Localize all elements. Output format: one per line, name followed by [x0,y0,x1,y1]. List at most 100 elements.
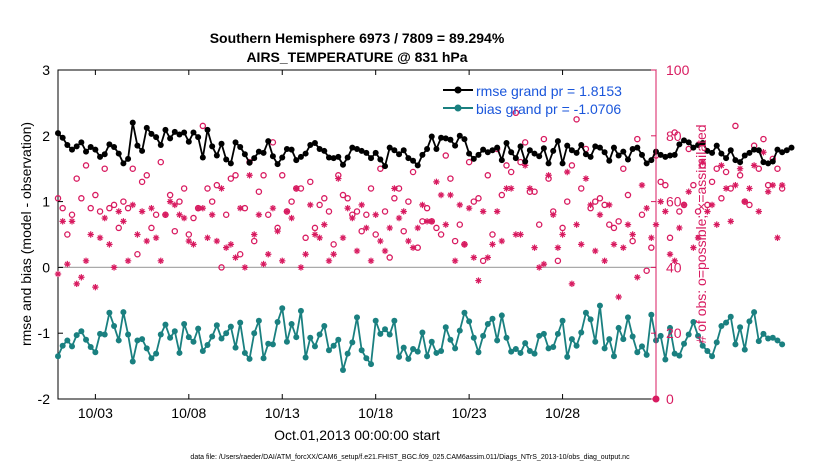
bias-point [255,317,262,324]
bias-point [391,317,398,324]
obs-possible-marker [722,168,730,176]
bias-point [760,330,767,337]
rmse-point [779,149,786,156]
obs-assimilated-marker [400,208,407,215]
bias-point [615,324,622,331]
rmse-point [438,134,445,141]
obs-assimilated-marker [87,231,94,238]
obs-possible-marker [96,208,104,215]
rmse-point [606,157,613,164]
obs-assimilated-marker [465,204,473,212]
rmse-point [363,149,370,156]
rmse-point [232,139,239,146]
rmse-point [624,156,631,163]
obs-assimilated-marker [671,257,678,265]
bias-point [129,358,136,365]
bias-point [568,336,575,343]
rmse-point [587,153,594,160]
obs-possible-marker [568,162,576,169]
bias-point [330,342,337,349]
bias-point [554,330,561,337]
obs-assimilated-marker [293,185,300,192]
obs-assimilated-marker [447,191,454,199]
bias-point [83,336,90,343]
rmse-point [709,149,716,156]
bias-point [269,341,276,348]
rmse-point [695,142,702,149]
rmse-point [297,153,304,160]
rmse-point [185,138,192,145]
obs-assimilated-marker [722,185,730,192]
bias-point [227,323,234,330]
rmse-point [335,153,342,160]
obs-possible-marker [82,162,90,169]
obs-assimilated-marker [662,208,669,215]
obs-possible-marker [208,198,216,205]
rmse-point [410,157,417,164]
obs-possible-marker [503,162,510,169]
bias-point [288,320,295,327]
obs-possible-marker [624,191,632,199]
rmse-point [358,147,365,154]
rmse-point [162,126,169,133]
obs-assimilated-marker [774,234,781,241]
obs-assimilated-marker [143,237,150,245]
bias-point [358,347,365,354]
rmse-point [428,133,435,140]
bias-point [751,309,758,316]
obs-possible-marker [101,165,108,172]
rmse-point [751,146,758,153]
bias-point [536,332,543,339]
obs-possible-marker [694,208,702,215]
bias-point [442,324,449,331]
rmse-point [125,155,132,162]
bias-point [737,324,744,331]
obs-assimilated-marker [428,218,435,225]
obs-assimilated-marker [199,204,207,212]
obs-possible-marker [236,250,244,258]
series-line-layer [55,119,795,374]
bias-point [727,313,734,320]
obs-possible-marker [78,195,85,202]
bias-point [606,336,613,343]
bias-point [218,335,225,342]
obs-assimilated-marker [134,231,141,238]
bias-point [667,324,674,331]
rmse-point [311,140,318,147]
obs-assimilated-marker [507,185,515,192]
y-left-tick-label: -2 [38,391,51,407]
rmse-point [699,140,706,147]
obs-possible-marker [232,172,239,179]
legend-bias-label: bias grand pr = -1.0706 [476,101,621,117]
rmse-point [241,151,248,158]
obs-assimilated-marker [311,231,319,238]
obs-possible-marker [479,257,487,265]
obs-possible-marker [451,237,459,245]
obs-possible-marker [166,191,174,199]
bias-point [283,338,290,345]
obs-assimilated-marker [536,264,543,271]
obs-assimilated-marker [690,244,697,251]
rmse-point [87,143,94,150]
obs-possible-marker [690,181,697,189]
rmse-point [55,130,61,137]
bias-point [251,330,258,337]
bias-point [213,322,220,329]
obs-possible-marker [760,135,767,143]
bias-point [489,315,496,322]
obs-assimilated-marker [666,251,674,258]
bias-point [143,345,150,352]
obs-assimilated-marker [503,185,510,192]
obs-assimilated-marker [307,201,314,209]
rmse-point [704,147,711,154]
obs-assimilated-marker [227,241,235,248]
rmse-point [727,147,734,154]
obs-possible-marker [489,231,496,238]
obs-assimilated-marker [157,257,164,265]
bias-point [470,334,477,341]
bias-point [634,349,641,356]
obs-possible-marker [260,172,267,179]
bias-point [765,335,772,342]
obs-assimilated-marker [367,257,375,265]
bias-point [414,348,421,355]
